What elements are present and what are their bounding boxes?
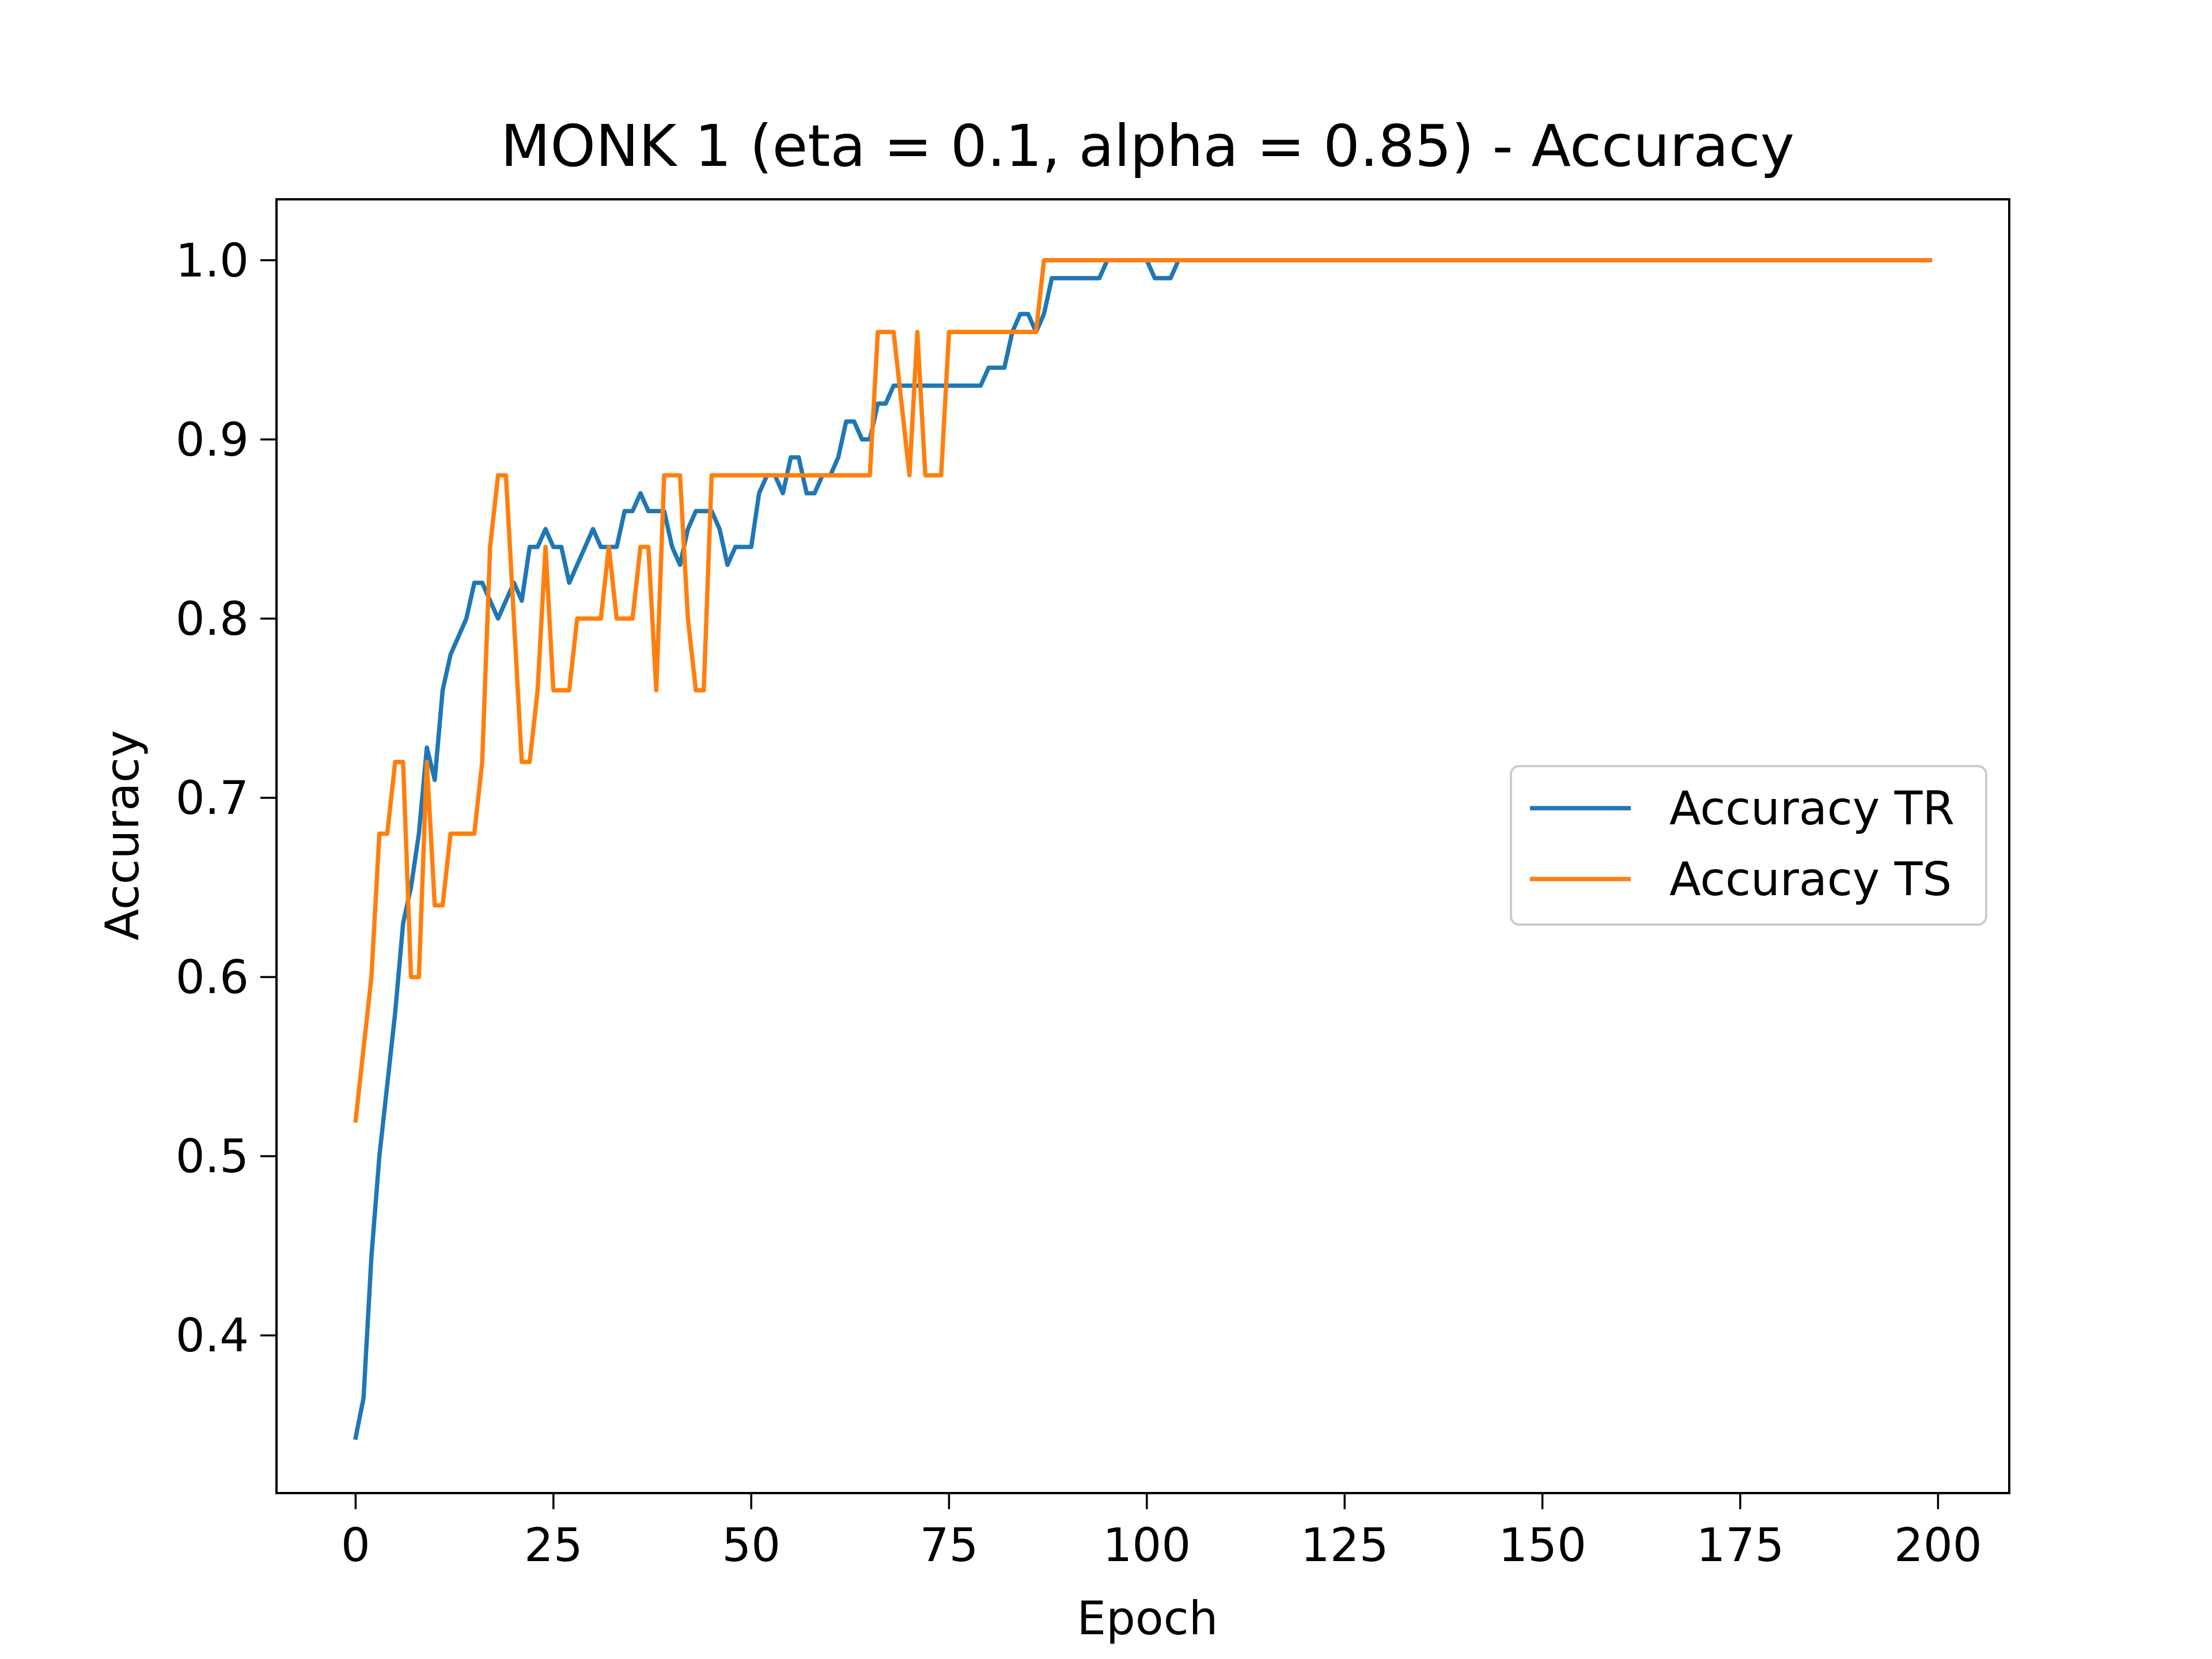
x-tick-label: 125 — [1301, 1518, 1389, 1572]
y-tick-label: 0.7 — [176, 771, 249, 825]
x-tick-label: 150 — [1498, 1518, 1586, 1572]
x-tick-label: 50 — [722, 1518, 781, 1572]
x-tick-label: 25 — [524, 1518, 583, 1572]
chart-title: MONK 1 (eta = 0.1, alpha = 0.85) - Accur… — [501, 112, 1794, 180]
x-tick-label: 200 — [1894, 1518, 1982, 1572]
legend: Accuracy TR Accuracy TS — [1510, 765, 1987, 926]
y-tick-label: 0.5 — [176, 1130, 249, 1183]
axis-ticks: 0 25 50 75 100 125 150 175 200 0.4 0.5 0.6 0.7 0.8 0.9… — [176, 234, 1982, 1572]
y-tick-label: 0.8 — [176, 592, 249, 646]
x-tick-label: 75 — [920, 1518, 979, 1572]
legend-label: Accuracy TR — [1669, 782, 1955, 835]
x-tick-label: 0 — [341, 1518, 370, 1572]
y-tick-label: 1.0 — [176, 234, 249, 287]
x-axis-label: Epoch — [1077, 1592, 1218, 1645]
y-tick-label: 0.6 — [176, 950, 249, 1004]
y-tick-label: 0.9 — [176, 413, 249, 467]
x-tick-label: 100 — [1103, 1518, 1191, 1572]
y-tick-label: 0.4 — [176, 1309, 249, 1362]
plot-lines — [353, 258, 1933, 1441]
legend-label: Accuracy TS — [1669, 853, 1952, 906]
legend-box — [1510, 765, 1987, 926]
series-line-accuracy-ts — [353, 258, 1933, 1123]
plot-frame — [275, 198, 2010, 1494]
y-axis-label: Accuracy — [96, 730, 149, 940]
x-tick-label: 175 — [1696, 1518, 1785, 1572]
